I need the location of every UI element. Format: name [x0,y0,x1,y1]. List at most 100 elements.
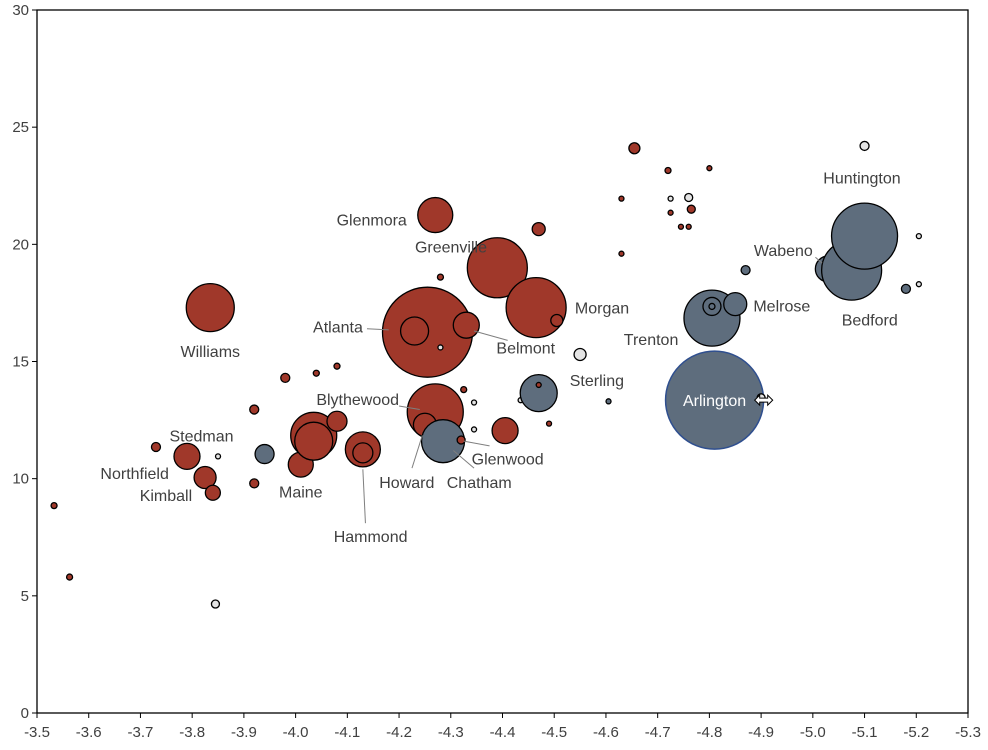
resize-arrow-icon [753,393,774,407]
bubble-point[interactable] [470,426,478,433]
bubble-point[interactable] [466,237,528,299]
bubble-point[interactable] [545,420,553,427]
bubble-point[interactable] [280,372,291,384]
bubble-greenville[interactable] [436,273,445,281]
y-tick-label: 25 [12,119,29,136]
bubble-glenwood[interactable] [456,435,466,445]
plot-frame [36,9,969,714]
y-tick-label: 10 [12,471,29,488]
data-label-huntington: Huntington [823,171,900,188]
bubble-point[interactable] [664,166,672,175]
x-tick-label: -5.2 [903,724,929,741]
x-tick-label: -4.8 [696,724,722,741]
bubble-point[interactable] [399,316,430,346]
leader-line-belmont [473,330,508,341]
bubble-point[interactable] [173,442,201,471]
bubble-point[interactable] [667,195,674,202]
x-tick-label: -4.3 [438,724,464,741]
y-tick-label: 5 [21,588,29,605]
bubble-point[interactable] [535,381,542,389]
data-label-glenwood: Glenwood [472,452,544,469]
bubble-point[interactable] [50,501,58,510]
bubble-point[interactable] [470,399,478,406]
x-tick-label: -4.9 [748,724,774,741]
x-tick-label: -4.4 [490,724,516,741]
bubble-point[interactable] [618,250,625,257]
data-label-bedford: Bedford [842,312,898,329]
leader-line-blythewood [398,405,420,411]
data-label-melrose: Melrose [753,298,810,315]
data-label-northfield: Northfield [100,466,168,483]
data-label-atlanta: Atlanta [313,319,363,336]
data-label-morgan: Morgan [575,301,629,318]
bubble-glenmora[interactable] [417,196,454,234]
data-label-chatham: Chatham [447,475,512,492]
data-label-blythewood: Blythewood [316,392,399,409]
x-tick-label: -5.0 [800,724,826,741]
data-label-stedman: Stedman [169,428,233,445]
x-axis: -3.5 -3.6 -3.7 -3.8 -3.9 -4.0 -4.1 -4.2 -4.3 -4.4… [24,713,981,741]
resize-cursor-icon [753,393,774,407]
bubble-stedman[interactable] [254,443,275,465]
bubble-point[interactable] [210,599,221,609]
bubble-point[interactable] [531,221,546,237]
bubble-sterling[interactable] [519,373,558,413]
bubble-point[interactable] [573,347,587,362]
x-tick-label: -3.9 [231,724,257,741]
bubble-point[interactable] [900,283,912,295]
x-tick-label: -3.6 [76,724,102,741]
bubble-point[interactable] [605,398,612,405]
bubble-point[interactable] [550,313,564,328]
y-tick-label: 20 [12,236,29,253]
data-label-maine: Maine [279,485,323,502]
data-label-arlington: Arlington [683,393,746,410]
bubble-point[interactable] [312,369,320,377]
bubble-point[interactable] [684,192,694,203]
bubble-point[interactable] [685,223,692,230]
bubble-point[interactable] [628,142,641,155]
bubble-huntington[interactable] [830,202,899,270]
x-tick-label: -4.2 [386,724,412,741]
bubble-point[interactable] [249,404,260,415]
bubble-point[interactable] [686,204,696,214]
leader-line-hammond [362,469,366,524]
bubble-point[interactable] [677,223,685,230]
leader-line-atlanta [366,328,389,331]
bubble-belmont[interactable] [452,311,480,339]
bubble-point[interactable] [193,465,217,490]
bubble-point[interactable] [214,453,222,460]
bubble-point[interactable] [333,362,341,370]
bubble-labels: Northfield Kimball Williams Stedman Maine Ham… [100,171,900,547]
bubble-point[interactable] [460,385,468,394]
bubble-point[interactable] [65,573,74,581]
bubble-point[interactable] [915,232,923,240]
data-label-howard: Howard [379,475,434,492]
y-tick-label: 15 [12,354,29,371]
x-tick-label: -4.6 [593,724,619,741]
bubble-point[interactable] [618,195,625,202]
y-tick-label: 30 [12,2,29,19]
bubble-point[interactable] [326,410,348,432]
bubble-point[interactable] [859,140,870,152]
x-tick-label: -4.1 [334,724,360,741]
bubble-kimball[interactable] [204,484,222,501]
leader-line-chatham [453,450,475,469]
x-tick-label: -3.5 [24,724,50,741]
x-tick-label: -5.3 [955,724,981,741]
bubble-melrose[interactable] [723,291,748,317]
bubble-point[interactable] [491,416,519,445]
bubble-point[interactable] [706,165,713,172]
bubble-point[interactable] [249,478,260,489]
bubble-point[interactable] [915,281,923,288]
bubble-point[interactable] [437,344,444,351]
bubble-point[interactable] [667,209,674,216]
bubble-point[interactable] [740,264,751,276]
bubble-morgan[interactable] [505,276,567,339]
bubble-williams[interactable] [185,282,235,333]
y-tick-label: 0 [21,705,29,722]
bubble-point[interactable] [708,302,716,311]
bubble-point[interactable] [294,421,334,461]
bubble-northfield[interactable] [150,441,162,453]
bubble-point[interactable] [352,442,374,464]
